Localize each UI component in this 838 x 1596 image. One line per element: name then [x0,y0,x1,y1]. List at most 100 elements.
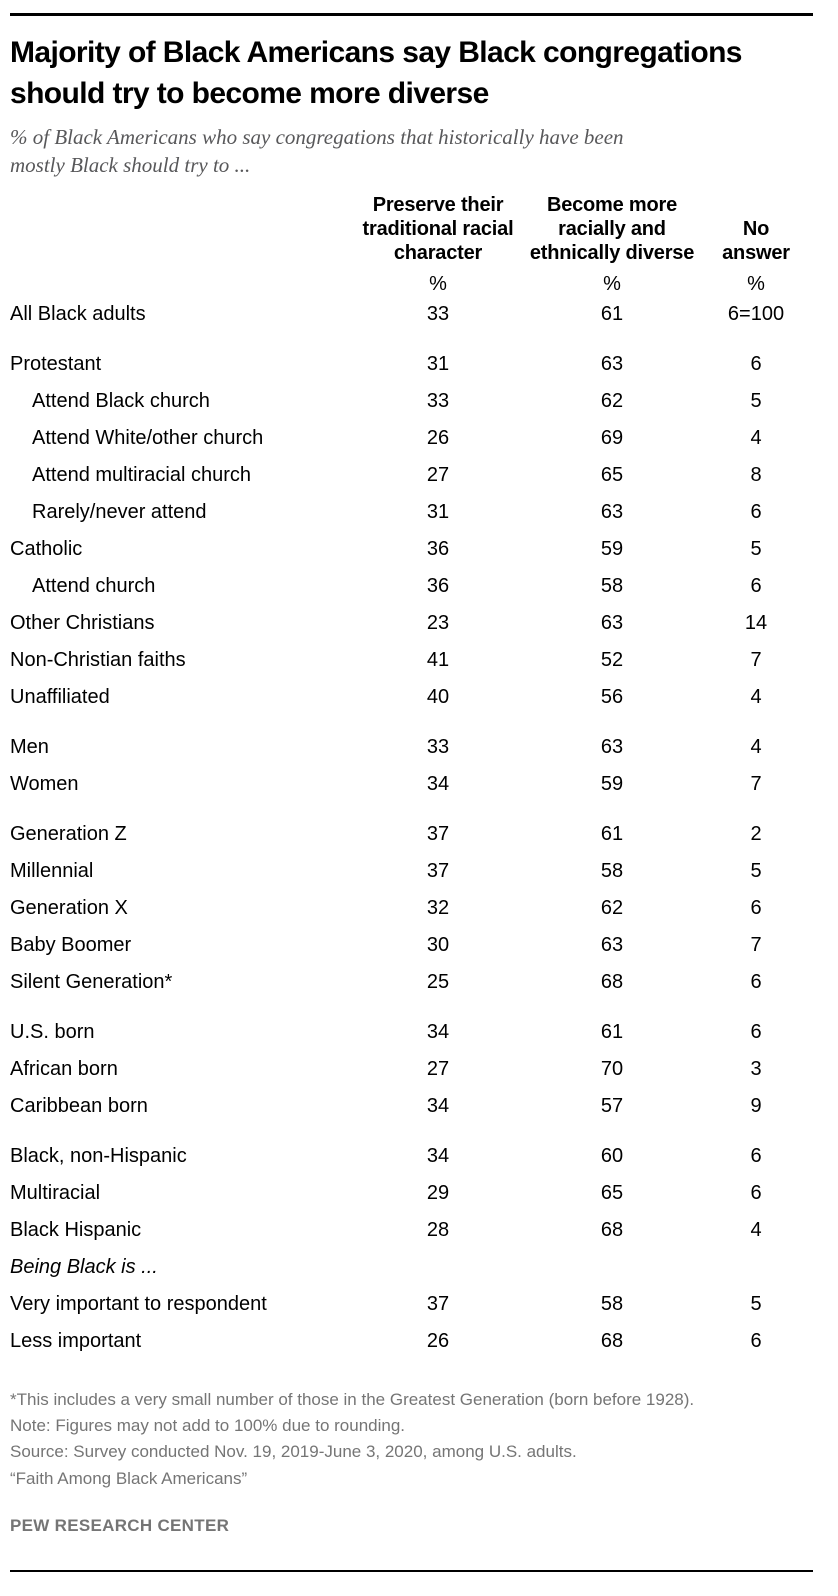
table-row: Women 34 59 7 [10,766,813,803]
table-row: Attend Black church 33 62 5 [10,383,813,420]
row-value-preserve: 26 [426,1329,450,1352]
row-value-no-answer: 5 [750,537,762,560]
row-value-no-answer: 6 [750,500,762,523]
percent-symbol: % [429,272,447,295]
row-value-diverse: 63 [600,735,624,758]
row-value-preserve: 32 [426,896,450,919]
column-header-no-answer: No answer [722,218,790,265]
row-value-diverse: 58 [600,574,624,597]
table-header-row: Preserve their traditional racial charac… [10,193,813,266]
row-label: Multiracial [10,1181,101,1204]
row-value-diverse: 68 [600,1329,624,1352]
row-value-diverse: 62 [600,896,624,919]
table-row: Baby Boomer 30 63 7 [10,927,813,964]
row-label: Women [10,772,79,795]
row-value-diverse: 69 [600,426,624,449]
row-value-preserve: 34 [426,1020,450,1043]
row-value-diverse: 56 [600,685,624,708]
row-value-no-answer: 6 [750,1144,762,1167]
row-value-preserve: 31 [426,352,450,375]
row-value-no-answer: 6 [750,896,762,919]
row-label: Protestant [10,352,102,375]
row-value-preserve: 29 [426,1181,450,1204]
row-value-diverse: 63 [600,352,624,375]
row-value-preserve: 33 [426,389,450,412]
table-row: Other Christians 23 63 14 [10,605,813,642]
row-label: Attend Black church [32,389,210,412]
table-row: Black, non-Hispanic 34 60 6 [10,1138,813,1175]
row-value-preserve: 25 [426,970,450,993]
percent-symbol: % [603,272,621,295]
row-label: Very important to respondent [10,1292,267,1315]
row-value-no-answer: 9 [750,1094,762,1117]
row-value-no-answer: 6 [750,970,762,993]
row-value-diverse: 65 [600,1181,624,1204]
row-value-preserve: 34 [426,1144,450,1167]
top-rule [10,13,813,16]
row-label: U.S. born [10,1020,95,1043]
row-label: Being Black is ... [10,1255,158,1278]
row-value-diverse: 65 [600,463,624,486]
row-value-preserve: 26 [426,426,450,449]
footnote-note: Note: Figures may not add to 100% due to… [10,1416,406,1436]
row-label: Other Christians [10,611,155,634]
row-value-no-answer: 8 [750,463,762,486]
row-label: Unaffiliated [10,685,110,708]
percent-symbol: % [747,272,765,295]
chart-subtitle: % of Black Americans who say congregatio… [10,124,624,177]
table-row: Caribbean born 34 57 9 [10,1088,813,1125]
row-label: Men [10,735,49,758]
table-row: Millennial 37 58 5 [10,853,813,890]
table-row: Protestant 31 63 6 [10,346,813,383]
row-label: Attend church [32,574,156,597]
row-value-no-answer: 5 [750,1292,762,1315]
table-row: Men 33 63 4 [10,729,813,766]
table-row: Multiracial 29 65 6 [10,1175,813,1212]
data-table: Preserve their traditional racial charac… [10,193,813,1360]
row-value-preserve: 37 [426,1292,450,1315]
row-value-no-answer: 4 [750,426,762,449]
table-row: Generation Z 37 61 2 [10,816,813,853]
row-value-preserve: 28 [426,1218,450,1241]
row-value-diverse: 62 [600,389,624,412]
table-row: Attend church 36 58 6 [10,568,813,605]
row-label: Black, non-Hispanic [10,1144,187,1167]
row-label: Less important [10,1329,142,1352]
row-value-diverse: 61 [600,1020,624,1043]
row-value-diverse: 63 [600,611,624,634]
row-value-preserve: 40 [426,685,450,708]
row-label: Black Hispanic [10,1218,142,1241]
row-label: African born [10,1057,118,1080]
table-row: Attend multiracial church 27 65 8 [10,457,813,494]
table-row: All Black adults 33 61 6=100 [10,296,813,333]
row-value-preserve: 33 [426,735,450,758]
row-label: Generation Z [10,822,127,845]
brand-name: PEW RESEARCH CENTER [10,1516,230,1536]
row-value-preserve: 27 [426,463,450,486]
row-value-no-answer: 4 [750,735,762,758]
row-value-no-answer: 6 [750,574,762,597]
row-value-preserve: 33 [426,302,450,325]
footnote-source: Source: Survey conducted Nov. 19, 2019-J… [10,1442,577,1462]
table-row: Black Hispanic 28 68 4 [10,1212,813,1249]
table-row: Catholic 36 59 5 [10,531,813,568]
row-value-diverse: 61 [600,302,624,325]
table-row: Silent Generation* 25 68 6 [10,964,813,1001]
row-value-diverse: 58 [600,1292,624,1315]
row-label: Generation X [10,896,128,919]
row-value-no-answer: 6 [750,1181,762,1204]
row-label: Baby Boomer [10,933,132,956]
row-label: Attend multiracial church [32,463,251,486]
row-value-no-answer: 6 [750,1020,762,1043]
table-row: Being Black is ... [10,1249,813,1286]
table-row: U.S. born 34 61 6 [10,1014,813,1051]
footnote-asterisk: *This includes a very small number of th… [10,1389,695,1409]
row-value-preserve: 31 [426,500,450,523]
row-value-no-answer: 14 [744,611,768,634]
row-value-diverse: 60 [600,1144,624,1167]
row-value-preserve: 34 [426,772,450,795]
row-label: All Black adults [10,302,146,325]
row-label: Silent Generation* [10,970,173,993]
row-value-no-answer: 5 [750,859,762,882]
footnote-report-title: “Faith Among Black Americans” [10,1468,248,1488]
